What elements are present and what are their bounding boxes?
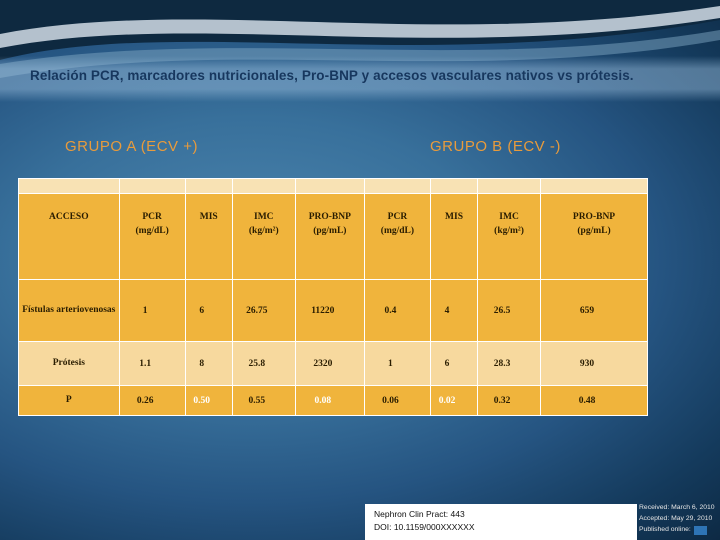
cell-value: 0.4	[363, 279, 431, 342]
cell-value-highlighted: 0.08	[294, 385, 365, 416]
col-header-probnp-b: PRO-BNP (pg/mL)	[540, 193, 648, 280]
table-row-p: P 0.26 0.50 0.55 0.08 0.06 0.02 0.32 0.4…	[18, 385, 648, 416]
col-header-probnp-a: PRO-BNP (pg/mL)	[294, 193, 365, 280]
published-line: Published online:	[639, 525, 720, 536]
cell-value: 0.48	[540, 385, 648, 416]
col-header-imc-b: IMC (kg/m²)	[477, 193, 541, 280]
cell-value: 1.1	[118, 341, 186, 386]
group-a-header: GRUPO A (ECV +)	[65, 138, 198, 155]
row-label: P	[18, 385, 120, 416]
col-header-acceso: ACCESO	[18, 193, 120, 280]
group-b-header: GRUPO B (ECV -)	[430, 138, 561, 155]
table-row-fistulas: Fístulas arteriovenosas 1 6 26.75 11220 …	[18, 279, 648, 342]
cell-value: 930	[540, 341, 648, 386]
title-band	[0, 56, 720, 102]
cell-value-highlighted: 0.02	[429, 385, 479, 416]
journal-citation: Nephron Clin Pract: 443	[374, 509, 465, 519]
col-header-pcr-a: PCR (mg/dL)	[118, 193, 186, 280]
cell-value: 26.75	[231, 279, 296, 342]
col-header-imc-a: IMC (kg/m²)	[231, 193, 296, 280]
accepted-date: Accepted: May 29, 2010	[639, 515, 713, 523]
cell-value: 6	[184, 279, 233, 342]
doi-text: DOI: 10.1159/000XXXXXX	[374, 522, 475, 533]
cell-value: 0.55	[231, 385, 296, 416]
cell-value: 659	[540, 279, 648, 342]
col-header-mis-b: MIS	[429, 193, 479, 280]
cell-value: 6	[429, 341, 479, 386]
results-table: ACCESO PCR (mg/dL) MIS IMC (kg/m²) PRO-BNP…	[18, 178, 648, 416]
table-header-row: ACCESO PCR (mg/dL) MIS IMC (kg/m²) PRO-BNP…	[18, 193, 648, 280]
blue-square-icon	[693, 526, 707, 536]
table-row-protesis: Prótesis 1.1 8 25.8 2320 1 6 28.3 930	[18, 341, 648, 386]
cell-value-highlighted: 0.50	[184, 385, 233, 416]
received-date: Received: March 6, 2010	[639, 504, 715, 512]
cell-value: 25.8	[231, 341, 296, 386]
cell-value: 8	[184, 341, 233, 386]
cell-value: 0.26	[118, 385, 186, 416]
cell-value: 11220	[294, 279, 365, 342]
col-header-pcr-b: PCR (mg/dL)	[363, 193, 431, 280]
cell-value: 26.5	[477, 279, 541, 342]
decorative-swoosh	[0, 0, 720, 78]
cell-value: 0.06	[363, 385, 431, 416]
cell-value: 1	[363, 341, 431, 386]
cell-value: 4	[429, 279, 479, 342]
col-header-mis-a: MIS	[184, 193, 233, 280]
row-label: Prótesis	[18, 341, 120, 386]
cell-value: 2320	[294, 341, 365, 386]
cell-value: 1	[118, 279, 186, 342]
publication-dates: Received: March 6, 2010 Accepted: May 29…	[639, 503, 720, 536]
row-label: Fístulas arteriovenosas	[18, 279, 120, 342]
slide-title: Relación PCR, marcadores nutricionales, …	[30, 68, 634, 83]
citation-box: Nephron Clin Pract: 443 DOI: 10.1159/000…	[365, 504, 637, 540]
cell-value: 28.3	[477, 341, 541, 386]
cell-value: 0.32	[477, 385, 541, 416]
published-date: Published online:	[639, 526, 691, 534]
table-spacer-row	[18, 178, 648, 194]
